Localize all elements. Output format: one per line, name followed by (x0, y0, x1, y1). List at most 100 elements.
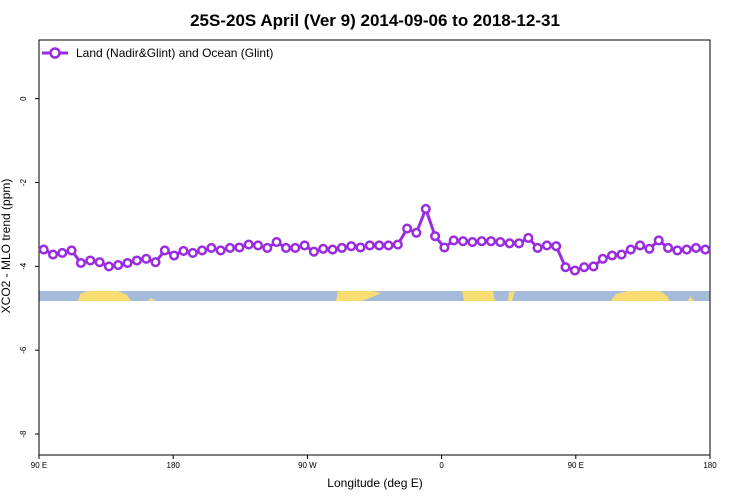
data-point (579, 262, 590, 273)
data-point (681, 244, 692, 255)
data-point (513, 238, 525, 249)
data-point (523, 232, 534, 243)
data-point (299, 240, 310, 251)
data-point (113, 260, 124, 271)
data-point (560, 262, 571, 273)
data-point (206, 242, 217, 253)
data-point (383, 240, 394, 251)
legend-marker (49, 47, 61, 59)
y-axis-label: XCO2 - MLO trend (ppm) (0, 179, 13, 314)
data-point (197, 245, 208, 256)
data-point (262, 242, 273, 253)
data-point (411, 227, 422, 238)
data-point (169, 250, 180, 261)
data-point (504, 238, 515, 249)
data-point (346, 241, 357, 252)
data-point (336, 242, 347, 253)
surface-mask-band (39, 291, 710, 301)
data-point (541, 240, 552, 251)
data-point (653, 235, 664, 246)
data-point (57, 247, 68, 258)
data-point (234, 242, 245, 253)
plot-frame (38, 39, 711, 456)
data-point (635, 240, 646, 251)
data-point (374, 240, 385, 251)
data-point (430, 231, 441, 242)
data-point (327, 244, 338, 255)
y-axis: 0 -2 -4 -6 -8 (19, 96, 39, 438)
x-tick-label: 90 E (568, 461, 584, 470)
data-point (308, 246, 319, 257)
data-point (448, 235, 459, 246)
legend-label: Land (Nadir&Glint) and Ocean (Glint) (76, 46, 273, 60)
data-point (392, 239, 403, 250)
data-point (569, 265, 580, 276)
y-tick-label: -8 (19, 430, 28, 438)
data-point (420, 203, 431, 214)
data-point (597, 253, 608, 264)
land-band (688, 296, 694, 301)
data-point (588, 261, 599, 272)
data-point (355, 242, 366, 253)
data-point (47, 249, 59, 260)
ocean-band (39, 291, 710, 301)
data-point (131, 255, 142, 266)
data-point (150, 257, 161, 268)
data-point (280, 242, 292, 253)
x-tick-label: 90 W (298, 461, 317, 470)
data-point (75, 257, 86, 269)
data-point (103, 261, 114, 272)
data-point (663, 242, 674, 253)
data-point (532, 242, 543, 253)
data-point (672, 245, 683, 256)
data-point (616, 249, 627, 260)
data-point (644, 243, 655, 254)
y-tick-label: -6 (19, 346, 28, 354)
data-point (607, 250, 618, 261)
y-tick-label: -4 (19, 262, 28, 270)
data-point (178, 245, 189, 256)
series-layer (38, 203, 711, 276)
data-point (700, 244, 711, 255)
x-tick-label: 0 (439, 461, 444, 470)
land-band (78, 291, 131, 301)
land-band (611, 291, 670, 301)
chart-title: 25S-20S April (Ver 9) 2014-09-06 to 2018… (190, 11, 560, 30)
data-point (94, 257, 105, 268)
data-point (122, 257, 133, 269)
data-point (243, 239, 254, 250)
x-tick-label: 180 (703, 461, 717, 470)
x-axis-label: Longitude (deg E) (327, 476, 422, 490)
y-tick-label: 0 (19, 96, 28, 101)
data-point (625, 244, 636, 255)
data-point (364, 240, 375, 251)
data-point (159, 245, 170, 256)
data-point (187, 247, 198, 258)
x-tick-label: 180 (167, 461, 181, 470)
land-band (336, 291, 381, 301)
y-tick-label: -2 (19, 178, 28, 186)
data-point (290, 242, 301, 253)
data-point (495, 237, 506, 248)
data-point (141, 253, 152, 264)
data-point (85, 255, 96, 266)
data-point (215, 245, 226, 256)
data-point (318, 243, 329, 254)
data-point (485, 236, 497, 247)
x-tick-label: 90 E (31, 461, 47, 470)
land-band (148, 298, 156, 301)
data-point (252, 240, 264, 251)
data-point (271, 237, 282, 248)
data-point (38, 244, 49, 255)
land-band (508, 291, 515, 301)
data-point (439, 242, 450, 253)
legend: Land (Nadir&Glint) and Ocean (Glint) (42, 46, 273, 60)
data-point (551, 241, 562, 252)
data-point (66, 245, 77, 256)
data-point (476, 236, 487, 247)
data-point (690, 242, 702, 253)
data-point (402, 223, 413, 234)
x-axis: 90 E 180 90 W 0 90 E 180 (31, 455, 717, 470)
plot-area: 90 E 180 90 W 0 90 E 180 0 -2 -4 -6 -8 (19, 39, 717, 470)
